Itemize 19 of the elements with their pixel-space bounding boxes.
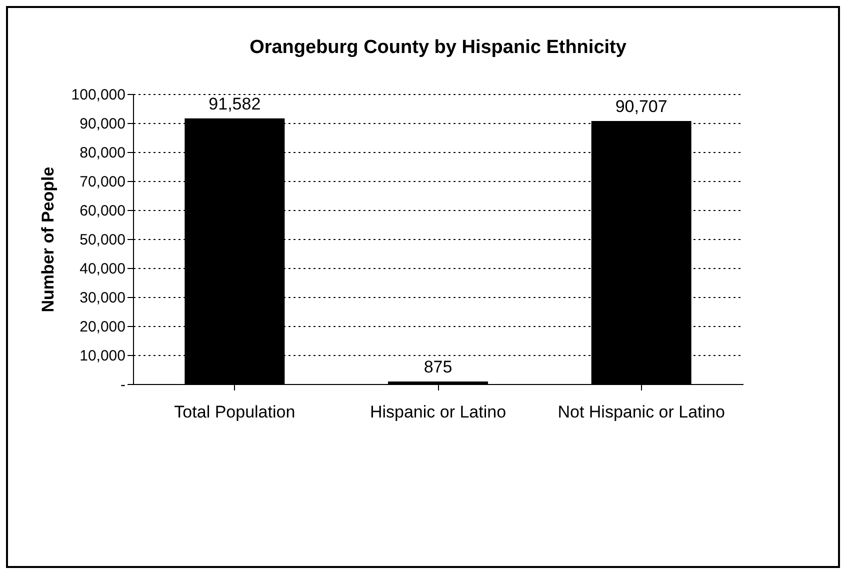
y-tick-label: 80,000 <box>80 144 126 162</box>
chart-title: Orangeburg County by Hispanic Ethnicity <box>250 37 627 58</box>
data-label: 875 <box>424 357 452 376</box>
y-tick-label: 20,000 <box>80 318 126 336</box>
y-tick-label: 50,000 <box>80 232 126 248</box>
y-tick-label: - <box>120 376 126 394</box>
x-tick-label: Not Hispanic or Latino <box>558 402 725 422</box>
y-tick-label: 70,000 <box>80 174 126 190</box>
data-label: 91,582 <box>208 94 261 114</box>
x-tick-label: Total Population <box>174 402 296 422</box>
y-tick-label: 90,000 <box>80 116 126 132</box>
y-tick-label: 10,000 <box>80 348 126 364</box>
y-tick-label: 40,000 <box>80 260 126 278</box>
y-tick-label: 100,000 <box>71 86 126 104</box>
x-tick-label: Hispanic or Latino <box>370 402 506 422</box>
y-axis-title: Number of People <box>38 166 58 312</box>
data-label: 90,707 <box>615 96 668 116</box>
y-tick-label: 60,000 <box>80 202 126 220</box>
y-tick-label: 30,000 <box>80 290 126 306</box>
